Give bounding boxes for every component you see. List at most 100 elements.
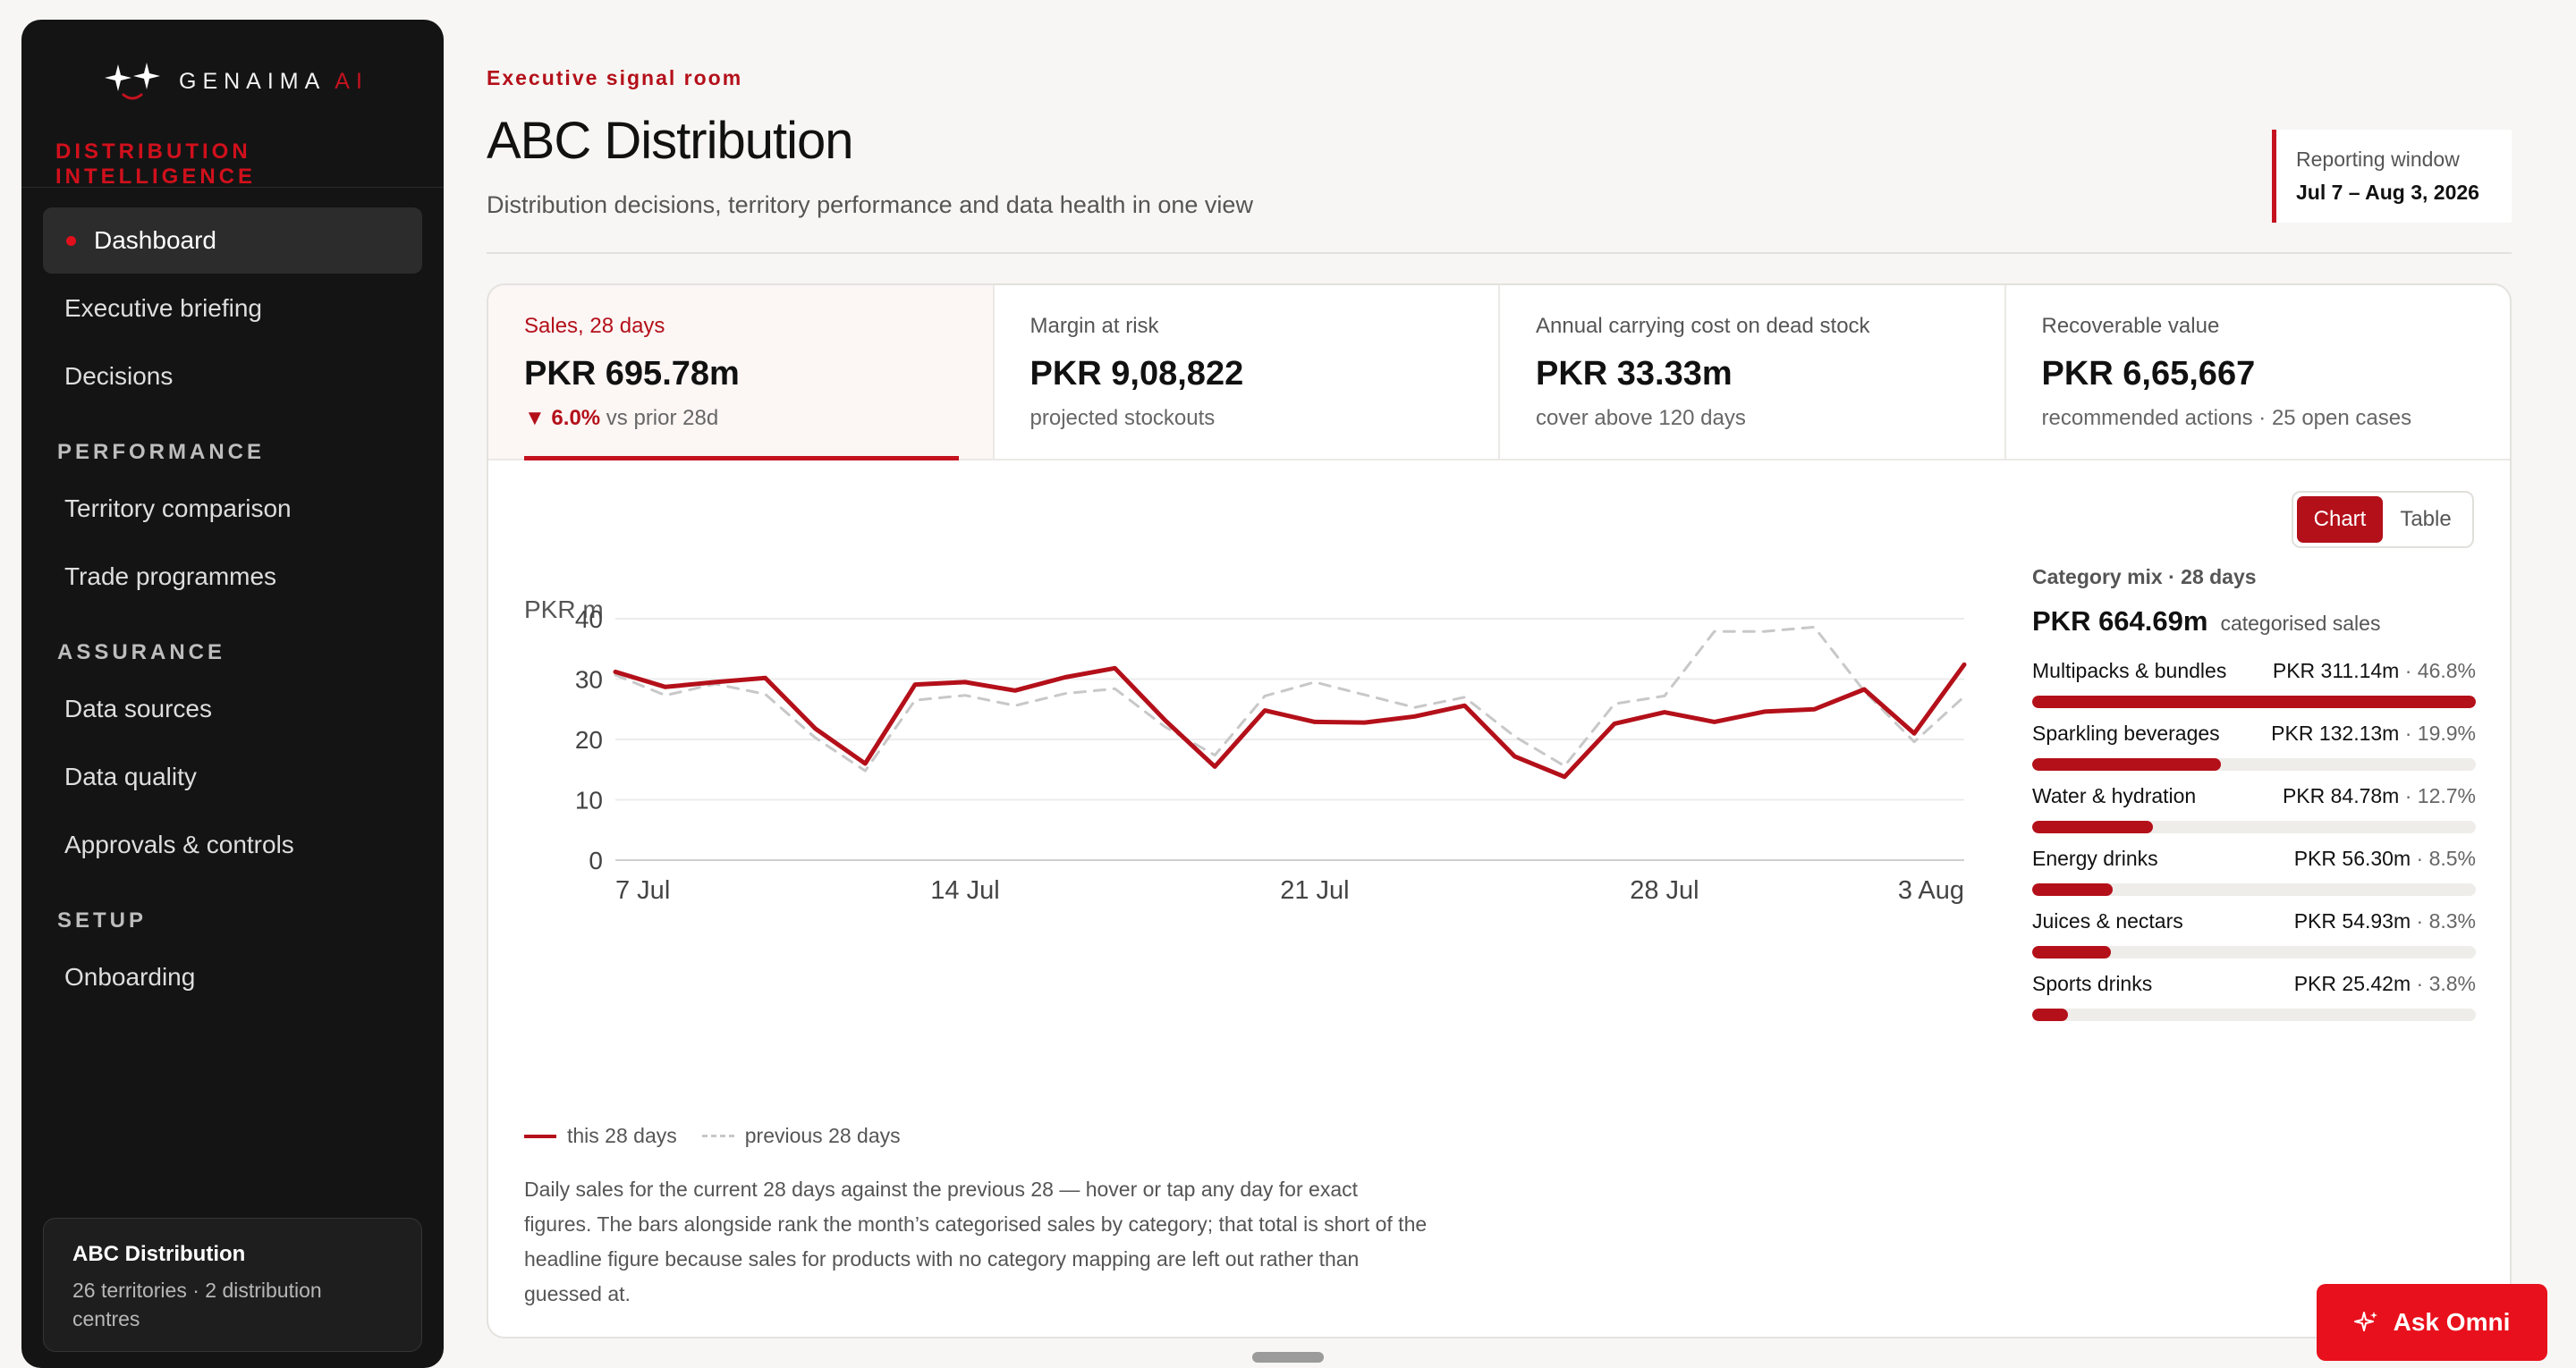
category-name: Sparkling beverages <box>2032 722 2220 745</box>
category-bar-track <box>2032 758 2476 771</box>
category-amount: PKR 311.14m <box>2272 659 2400 682</box>
y-tick-label: 20 <box>575 726 603 754</box>
down-triangle-icon: ▼ <box>524 406 552 430</box>
series-line-current <box>613 662 1967 780</box>
category-value: PKR 132.13m · 19.9% <box>2271 722 2476 746</box>
category-bar-track <box>2032 1009 2476 1021</box>
sidebar-item-data-quality[interactable]: Data quality <box>43 744 422 810</box>
kpi-delta-value: 6.0% <box>551 406 601 430</box>
category-mix-total: PKR 664.69m categorised sales <box>2032 605 2476 638</box>
sales-chart[interactable]: PKR m 0 10 20 30 40 7 Jul 14 Jul 21 Jul 28 Jul 3 A… <box>488 553 1991 1054</box>
category-bar-fill <box>2032 946 2111 958</box>
legend-swatch <box>524 1134 556 1138</box>
sidebar-item-label: Executive briefing <box>64 294 263 322</box>
y-tick-label: 10 <box>575 787 603 815</box>
category-bar-fill <box>2032 696 2476 708</box>
y-tick-label: 30 <box>575 666 603 694</box>
category-bar-track <box>2032 883 2476 896</box>
reporting-window[interactable]: Reporting window Jul 7 – Aug 3, 2026 <box>2272 130 2512 223</box>
kpi-delta: ▼ 6.0% <box>524 406 600 430</box>
kpi-value: PKR 33.33m <box>1536 355 1733 393</box>
ask-omni-button[interactable]: Ask Omni <box>2317 1284 2547 1361</box>
category-value: PKR 54.93m · 8.3% <box>2294 909 2476 933</box>
category-row-header: Energy drinks PKR 56.30m · 8.5% <box>2032 847 2476 871</box>
category-row[interactable]: Multipacks & bundles PKR 311.14m · 46.8% <box>2032 659 2476 722</box>
toggle-chart-button[interactable]: Chart <box>2297 496 2383 543</box>
category-value: PKR 311.14m · 46.8% <box>2273 659 2476 683</box>
legend-label: this 28 days <box>567 1124 677 1147</box>
brand-logo[interactable]: GENAIMA AI <box>100 57 369 106</box>
sidebar-item-dashboard[interactable]: Dashboard <box>43 207 422 274</box>
dashboard-card: Sales, 28 days PKR 695.78m ▼ 6.0% vs pri… <box>487 283 2512 1338</box>
sidebar-item-decisions[interactable]: Decisions <box>43 343 422 410</box>
category-mix-total-value: PKR 664.69m <box>2032 605 2208 637</box>
toggle-table-button[interactable]: Table <box>2400 507 2452 531</box>
scroll-handle[interactable] <box>1252 1352 1324 1363</box>
category-bar-fill <box>2032 1009 2069 1021</box>
x-tick-label: 14 Jul <box>930 876 999 905</box>
org-card[interactable]: ABC Distribution 26 territories · 2 dist… <box>43 1218 422 1352</box>
category-bar-fill <box>2032 883 2114 896</box>
sales-line-chart[interactable]: PKR m 0 10 20 30 40 7 Jul 14 Jul 21 Jul 28 Jul 3 A… <box>488 553 1991 1054</box>
kpi-sales[interactable]: Sales, 28 days PKR 695.78m ▼ 6.0% vs pri… <box>488 285 995 460</box>
sparkle-icon <box>2353 1312 2377 1331</box>
category-row[interactable]: Sports drinks PKR 25.42m · 3.8% <box>2032 972 2476 1034</box>
kpi-label: Annual carrying cost on dead stock <box>1536 314 1870 338</box>
kpi-dead-stock-cost[interactable]: Annual carrying cost on dead stock PKR 3… <box>1500 285 2006 459</box>
active-indicator-icon <box>66 235 76 246</box>
kpi-recoverable-value[interactable]: Recoverable value PKR 6,65,667 recommend… <box>2006 285 2511 459</box>
legend-label: previous 28 days <box>744 1124 901 1147</box>
category-name: Juices & nectars <box>2032 909 2183 933</box>
category-pct: · 8.3% <box>2411 909 2477 933</box>
category-row-header: Sparkling beverages PKR 132.13m · 19.9% <box>2032 722 2476 746</box>
kpi-label: Margin at risk <box>1030 314 1159 338</box>
category-amount: PKR 56.30m <box>2293 847 2411 870</box>
sidebar: GENAIMA AI DISTRIBUTION INTELLIGENCE Das… <box>21 20 444 1368</box>
category-amount: PKR 25.42m <box>2293 972 2411 995</box>
brand-tagline: DISTRIBUTION INTELLIGENCE <box>55 139 257 189</box>
x-tick-label: 3 Aug <box>1898 876 1964 905</box>
kpi-value: PKR 695.78m <box>524 355 740 393</box>
kpi-sub: recommended actions · 25 open cases <box>2041 406 2412 430</box>
brand-suffix: AI <box>335 68 369 94</box>
category-mix: Category mix · 28 days PKR 664.69m categ… <box>2032 565 2476 1034</box>
kpi-delta-label: vs prior 28d <box>606 406 719 430</box>
sidebar-item-onboarding[interactable]: Onboarding <box>43 944 422 1010</box>
category-row[interactable]: Sparkling beverages PKR 132.13m · 19.9% <box>2032 722 2476 784</box>
category-row[interactable]: Energy drinks PKR 56.30m · 8.5% <box>2032 847 2476 909</box>
category-mix-title: Category mix · 28 days <box>2032 565 2257 588</box>
legend-item-previous: previous 28 days <box>701 1124 901 1148</box>
y-tick-label: 0 <box>589 847 603 874</box>
sidebar-item-data-sources[interactable]: Data sources <box>43 676 422 742</box>
org-meta: 26 territories · 2 distribution centres <box>72 1279 322 1330</box>
sidebar-section-assurance: ASSURANCE <box>57 640 226 664</box>
category-pct: · 19.9% <box>2399 722 2476 745</box>
category-row[interactable]: Juices & nectars PKR 54.93m · 8.3% <box>2032 909 2476 972</box>
sidebar-item-territory-comparison[interactable]: Territory comparison <box>43 476 422 542</box>
category-name: Multipacks & bundles <box>2032 659 2227 682</box>
view-toggle: Chart Table <box>2292 491 2474 548</box>
sidebar-item-label: Decisions <box>64 362 174 390</box>
sidebar-item-approvals-controls[interactable]: Approvals & controls <box>43 812 422 878</box>
reporting-window-value: Jul 7 – Aug 3, 2026 <box>2296 181 2479 204</box>
kpi-label: Recoverable value <box>2041 314 2220 338</box>
kpi-value: PKR 6,65,667 <box>2041 355 2256 393</box>
category-value: PKR 56.30m · 8.5% <box>2294 847 2476 871</box>
legend-item-current: this 28 days <box>524 1124 677 1148</box>
ask-omni-label: Ask Omni <box>2393 1308 2511 1336</box>
sidebar-item-trade-programmes[interactable]: Trade programmes <box>43 544 422 610</box>
category-name: Energy drinks <box>2032 847 2158 870</box>
sidebar-section-performance: PERFORMANCE <box>57 440 266 464</box>
kpi-label: Sales, 28 days <box>524 314 665 338</box>
category-row-header: Multipacks & bundles PKR 311.14m · 46.8% <box>2032 659 2476 683</box>
category-pct: · 12.7% <box>2399 784 2476 807</box>
kpi-sub: ▼ 6.0% vs prior 28d <box>524 406 993 431</box>
kpi-margin-at-risk[interactable]: Margin at risk PKR 9,08,822 projected st… <box>995 285 1500 459</box>
sidebar-item-executive-briefing[interactable]: Executive briefing <box>43 275 422 342</box>
category-amount: PKR 132.13m <box>2271 722 2400 745</box>
sidebar-section-setup: SETUP <box>57 908 148 933</box>
category-row[interactable]: Water & hydration PKR 84.78m · 12.7% <box>2032 784 2476 847</box>
chart-legend: this 28 days previous 28 days <box>524 1124 926 1148</box>
page-subtitle: Distribution decisions, territory perfor… <box>487 191 1253 218</box>
brand: GENAIMA AI DISTRIBUTION INTELLIGENCE <box>21 20 444 189</box>
